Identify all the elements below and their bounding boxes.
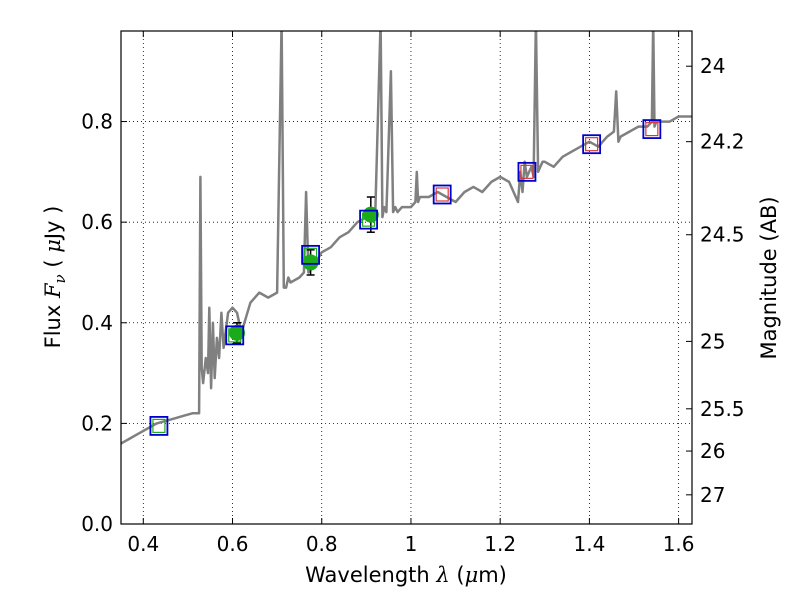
y2-tick-label: 24.5 — [700, 223, 745, 247]
spectrum-line — [121, 31, 692, 445]
model-photometry-box — [642, 119, 662, 139]
model-photometry-inner — [520, 164, 534, 179]
y2-axis-label: Magnitude (AB) — [757, 196, 781, 359]
x-tick-label: 0.6 — [217, 532, 249, 556]
y-tick-label: 0.0 — [81, 512, 113, 536]
model-photometry-inner — [435, 187, 449, 202]
model-photometry-box — [582, 134, 602, 155]
y-axis-label: Flux Fν ( μJy ) — [41, 206, 69, 349]
grid-lines — [121, 31, 692, 525]
plot-frame — [120, 30, 693, 525]
model-photometry-inner — [585, 137, 599, 152]
y2-tick-label: 26 — [700, 439, 725, 463]
y2-tick-label: 27 — [700, 483, 725, 507]
x-axis-label: Wavelength λ (μm) — [305, 563, 507, 587]
y2-tick-label: 24 — [700, 54, 725, 78]
x-tick-label: 1.4 — [573, 532, 605, 556]
y-tick-label: 0.6 — [81, 210, 113, 234]
y-tick-label: 0.2 — [81, 411, 113, 435]
x-tick-label: 0.8 — [306, 532, 338, 556]
model-photometry-inner — [228, 328, 242, 343]
model-photometry-box — [149, 416, 169, 436]
model-photometry-inner — [361, 212, 376, 227]
plot-area — [121, 31, 692, 445]
x-tick-label: 0.4 — [127, 532, 159, 556]
y-tick-label: 0.4 — [81, 311, 113, 335]
y2-tick-label: 24.2 — [700, 130, 745, 154]
model-photometry-box — [432, 184, 452, 205]
model-photometry-inner — [645, 121, 659, 137]
x-tick-label: 1.2 — [484, 532, 516, 556]
y2-tick-label: 25.5 — [700, 397, 745, 421]
y-tick-label: 0.8 — [81, 110, 113, 134]
model-photometry-box — [359, 209, 378, 230]
model-photometry-inner — [303, 247, 318, 262]
y2-tick-label: 25 — [700, 329, 725, 353]
x-tick-label: 1.6 — [663, 532, 695, 556]
model-photometry-box — [301, 244, 320, 265]
measured-point — [302, 254, 319, 271]
model-photometry-box — [517, 161, 537, 182]
model-photometry-inner — [152, 418, 166, 434]
model-photometry-box — [225, 325, 245, 346]
x-tick-label: 1 — [405, 532, 418, 556]
axis-tick-labels: 0.4 0.6 0.8 1 1.2 1.4 1.6 0.0 0.2 0.4 0.6 0.8 24 24.2… — [81, 54, 744, 556]
axis-ticks — [121, 31, 692, 525]
